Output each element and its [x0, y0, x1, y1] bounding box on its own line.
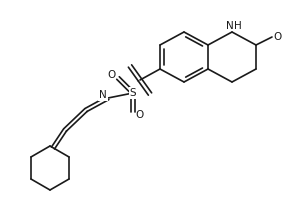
Text: S: S	[130, 88, 136, 98]
Text: O: O	[107, 70, 115, 80]
Text: O: O	[136, 110, 144, 120]
Text: N: N	[99, 90, 107, 100]
Text: N: N	[226, 21, 234, 31]
Text: O: O	[274, 32, 282, 42]
Text: H: H	[234, 21, 242, 31]
